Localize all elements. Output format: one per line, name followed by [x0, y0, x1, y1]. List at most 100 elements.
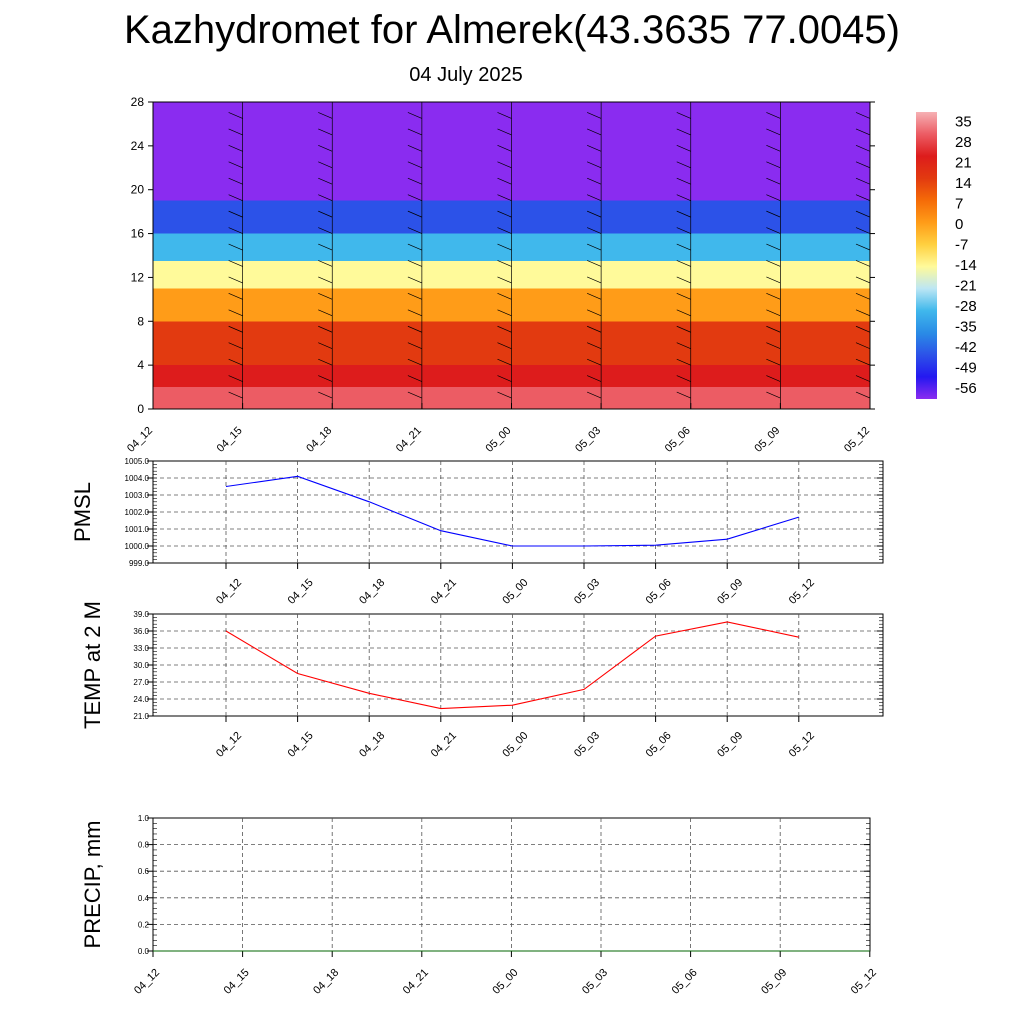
colorbar-label: -56: [955, 380, 977, 397]
wind-barb: [153, 298, 154, 300]
wind-barb: [407, 342, 423, 350]
colorbar-label: -49: [955, 359, 977, 376]
wind-barb: [318, 145, 333, 152]
wind-barb: [497, 375, 512, 382]
wind-barb: [318, 210, 333, 218]
y-tick-label: 24: [131, 139, 145, 153]
y-tick-label: 12: [131, 270, 145, 284]
wind-barb: [497, 342, 512, 350]
wind-barb: [855, 210, 870, 218]
wind-barb: [676, 309, 691, 317]
wind-barb: [497, 325, 512, 333]
wind-barb: [855, 293, 870, 300]
wind-barb: [153, 397, 154, 399]
y-tick-label: 999.0: [129, 559, 150, 568]
chart-date: 04 July 2025: [409, 64, 523, 86]
wind-barb: [407, 177, 423, 185]
wind-barb: [586, 260, 602, 267]
chart-title: Kazhydromet for Almerek(43.3635 77.0045): [124, 8, 900, 52]
x-tick-label: 05_00: [484, 425, 514, 455]
y-tick-label: 1005.0: [125, 457, 150, 466]
wind-barb: [586, 243, 602, 251]
wind-barb: [855, 128, 870, 136]
colorbar-label: 14: [955, 175, 972, 192]
wind-barb: [407, 309, 423, 317]
wind-barb: [586, 227, 602, 234]
x-tick-label: 04_18: [304, 425, 334, 455]
wind-barb: [318, 391, 333, 399]
wind-barb: [676, 210, 691, 218]
series-line: [225, 621, 799, 710]
wind-barb: [766, 210, 781, 218]
wind-barb: [676, 342, 691, 350]
wind-barb: [586, 358, 602, 366]
wind-barb: [228, 243, 243, 251]
wind-barb: [228, 375, 243, 382]
colorbar-label: 35: [955, 113, 972, 130]
wind-barb: [586, 194, 602, 202]
temp-panel: 21.0 24.0 27.0 30.0 33.0 36.0 39.0 04_12 04_15 04…: [80, 601, 884, 760]
colorbar-label: -28: [955, 298, 977, 315]
y-tick-label: 24.0: [133, 695, 149, 704]
x-tick-label: 05_00: [500, 730, 530, 760]
pmsl-panel: 999.0 1000.0 1001.0 1002.0 1003.0 1004.0 1005.…: [70, 457, 884, 607]
colorbar-label: 28: [955, 134, 972, 151]
wind-barb: [318, 375, 333, 382]
wind-barb: [586, 391, 602, 399]
wind-barb: [855, 194, 870, 202]
y-tick-label: 0.2: [138, 920, 150, 929]
wind-barb: [318, 325, 333, 333]
wind-barb: [855, 161, 870, 169]
x-tick-label: 04_12: [214, 577, 244, 607]
y-tick-label: 8: [137, 314, 144, 328]
y-tick-label: 4: [137, 358, 144, 372]
wind-barb: [676, 260, 691, 267]
wind-barb: [228, 260, 243, 267]
x-tick-label: 04_12: [214, 730, 244, 760]
wind-barb: [766, 145, 781, 152]
wind-barb: [676, 243, 691, 251]
wind-barb: [407, 227, 423, 234]
wind-barb: [676, 375, 691, 382]
y-tick-label: 1001.0: [125, 525, 150, 534]
wind-barb: [676, 227, 691, 234]
x-tick-label: 04_15: [286, 577, 316, 607]
wind-barb: [497, 161, 512, 169]
wind-barb: [497, 293, 512, 300]
wind-barb: [318, 243, 333, 251]
wind-barb: [407, 210, 423, 218]
y-tick-label: 0.6: [138, 867, 150, 876]
x-tick-label: 05_09: [752, 425, 782, 455]
wind-barb: [318, 177, 333, 185]
wind-barb: [318, 112, 333, 119]
colorbar-label: 21: [955, 154, 972, 171]
wind-barb: [766, 309, 781, 317]
heatmap-panel: 0 4 8 12 16 20 24 28 04_12 04_15 04_18 04_21 05_00 05…: [125, 95, 875, 455]
wind-barb: [318, 276, 333, 284]
wind-barb: [153, 118, 154, 119]
x-tick-label: 05_03: [572, 730, 602, 760]
wind-barb: [586, 128, 602, 136]
wind-barb: [407, 293, 423, 300]
x-tick-label: 04_12: [125, 425, 155, 455]
wind-barb: [407, 391, 423, 399]
y-tick-label: 33.0: [133, 644, 149, 653]
wind-barb: [407, 161, 423, 169]
x-tick-label: 05_12: [849, 967, 879, 997]
x-tick-label: 05_03: [572, 577, 602, 607]
wind-barb: [855, 112, 870, 119]
wind-barb: [766, 325, 781, 333]
wind-barb: [228, 227, 243, 234]
wind-barb: [676, 358, 691, 366]
wind-barb: [407, 194, 423, 202]
y-tick-label: 20: [131, 183, 145, 197]
wind-barb: [766, 194, 781, 202]
wind-barb: [228, 112, 243, 119]
wind-barb: [318, 342, 333, 350]
y-tick-label: 1004.0: [125, 474, 150, 483]
y-tick-label: 0: [137, 402, 144, 416]
x-tick-label: 04_18: [357, 730, 387, 760]
y-tick-label: 21.0: [133, 712, 149, 721]
wind-barb: [766, 243, 781, 251]
wind-barb: [766, 391, 781, 399]
